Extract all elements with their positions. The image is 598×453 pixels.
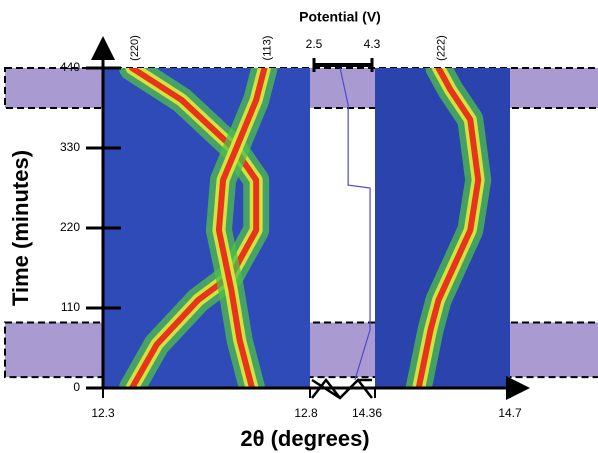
heatmap-panel xyxy=(375,68,510,388)
peak-trace xyxy=(405,68,492,388)
potential-title: Potential (V) xyxy=(299,9,381,25)
peak-trace xyxy=(118,68,270,388)
potential-tick-label: 4.3 xyxy=(364,37,381,51)
y-tick-label: 440 xyxy=(60,60,80,74)
peak-label: (220) xyxy=(129,35,141,61)
x-tick-label: 14.36 xyxy=(352,406,382,420)
peak-line xyxy=(215,68,268,388)
y-tick-label: 110 xyxy=(61,300,80,314)
peak-line xyxy=(128,68,260,388)
x-axis-title: 2θ (degrees) xyxy=(240,426,369,451)
x-tick-label: 12.8 xyxy=(294,406,318,420)
potential-tick-label: 2.5 xyxy=(306,37,323,51)
y-tick-label: 220 xyxy=(60,220,80,234)
y-tick-label: 330 xyxy=(60,140,80,154)
x-tick-label: 12.3 xyxy=(91,406,115,420)
peak-label: (222) xyxy=(435,35,447,61)
y-tick-label: 0 xyxy=(73,380,80,394)
x-tick-label: 14.7 xyxy=(498,406,522,420)
peak-trace xyxy=(205,68,278,388)
y-axis-title: Time (minutes) xyxy=(8,150,33,306)
traces xyxy=(118,68,492,388)
potential-line xyxy=(339,67,371,381)
peak-line xyxy=(415,68,482,388)
peak-label: (113) xyxy=(261,36,273,61)
